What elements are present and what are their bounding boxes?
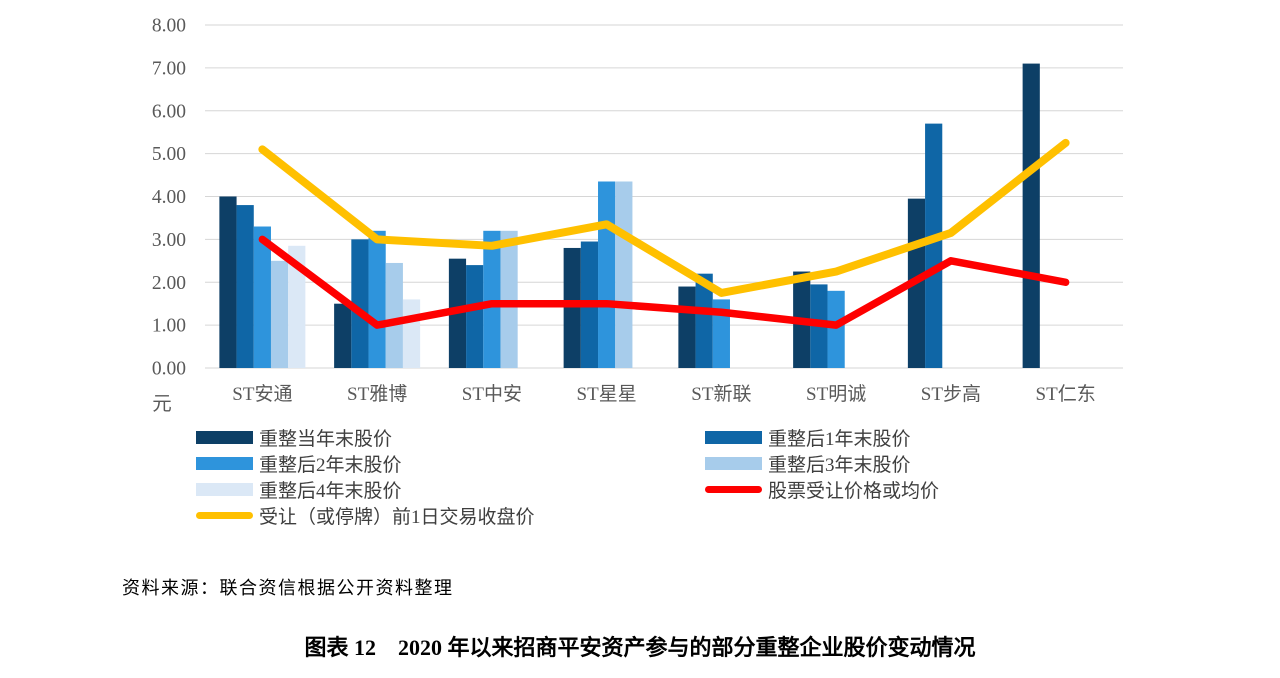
legend-label: 重整后1年末股价 — [768, 428, 911, 450]
y-axis-unit: 元 — [152, 394, 172, 415]
y-tick-label: 2.00 — [152, 273, 186, 294]
bar — [483, 230, 501, 368]
legend-item: 重整后4年末股价 — [196, 478, 705, 502]
legend-label: 重整当年末股价 — [259, 428, 393, 450]
y-tick-label: 7.00 — [152, 58, 186, 79]
bar — [1022, 63, 1040, 369]
bar — [334, 303, 352, 368]
legend-label: 重整后4年末股价 — [259, 480, 402, 502]
y-tick-label: 3.00 — [152, 230, 186, 251]
y-tick-label: 0.00 — [152, 359, 186, 380]
bar — [598, 181, 616, 368]
legend-item: 股票受让价格或均价 — [705, 478, 1145, 502]
bar — [678, 286, 696, 368]
bar-swatch-year4 — [196, 482, 253, 496]
legend-label: 股票受让价格或均价 — [768, 480, 940, 502]
legend-item: 重整后3年末股价 — [705, 452, 1145, 476]
legend-item: 重整当年末股价 — [196, 426, 705, 450]
bar — [368, 230, 386, 368]
yellow-line — [258, 138, 1070, 297]
bar — [270, 260, 289, 368]
bar-swatch-year0 — [196, 430, 253, 444]
figure-caption: 图表 12 2020 年以来招商平安资产参与的部分重整企业股价变动情况 — [304, 635, 976, 660]
bar-swatch-year3 — [705, 456, 762, 470]
bar — [219, 196, 237, 368]
y-tick-label: 1.00 — [152, 316, 186, 337]
bar — [695, 273, 713, 368]
bar — [827, 290, 845, 368]
x-category-label: ST步高 — [921, 383, 981, 405]
bar — [466, 265, 484, 368]
y-tick-label: 8.00 — [152, 16, 186, 37]
bar — [253, 226, 271, 368]
bar — [563, 247, 581, 368]
x-category-label: ST仁东 — [1036, 383, 1096, 405]
x-category-label: ST新联 — [691, 383, 751, 405]
legend-item: 受让（或停牌）前1日交易收盘价 — [196, 504, 705, 528]
x-category-label: ST星星 — [577, 384, 637, 405]
x-category-label: ST雅博 — [347, 383, 407, 405]
bar — [925, 123, 943, 368]
x-category-label: ST明诚 — [806, 383, 866, 405]
red-line — [258, 235, 1070, 329]
source-note: 资料来源：联合资信根据公开资料整理 — [122, 578, 454, 598]
bar — [500, 230, 518, 368]
y-tick-label: 4.00 — [152, 187, 186, 208]
bar — [712, 299, 730, 368]
yellow-line-swatch — [196, 511, 253, 519]
y-tick-label: 6.00 — [152, 101, 186, 122]
combo-chart: 0.00 1.00 2.00 3.00 4.00 5.00 6.00 7.00 8.00 元 ST安… — [152, 16, 1123, 415]
x-category-label: ST安通 — [232, 383, 292, 405]
bar — [402, 299, 421, 368]
legend-item: 重整后1年末股价 — [705, 426, 1145, 450]
bar — [288, 245, 306, 368]
legend-label: 重整后2年末股价 — [259, 454, 402, 476]
red-line-swatch — [705, 485, 762, 493]
bar — [351, 239, 369, 368]
bar — [236, 205, 254, 368]
bar — [615, 181, 633, 368]
bar-swatch-year2 — [196, 456, 253, 470]
legend-label: 受让（或停牌）前1日交易收盘价 — [259, 506, 535, 528]
chart-legend: 重整当年末股价 重整后1年末股价 重整后2年末股价 重整后3年末股价 重整后4年… — [196, 426, 1145, 528]
bar-swatch-year1 — [705, 430, 762, 444]
y-tick-label: 5.00 — [152, 144, 186, 165]
legend-label: 重整后3年末股价 — [768, 454, 911, 476]
x-category-label: ST中安 — [462, 383, 522, 405]
bar — [385, 262, 403, 368]
legend-item: 重整后2年末股价 — [196, 452, 705, 476]
